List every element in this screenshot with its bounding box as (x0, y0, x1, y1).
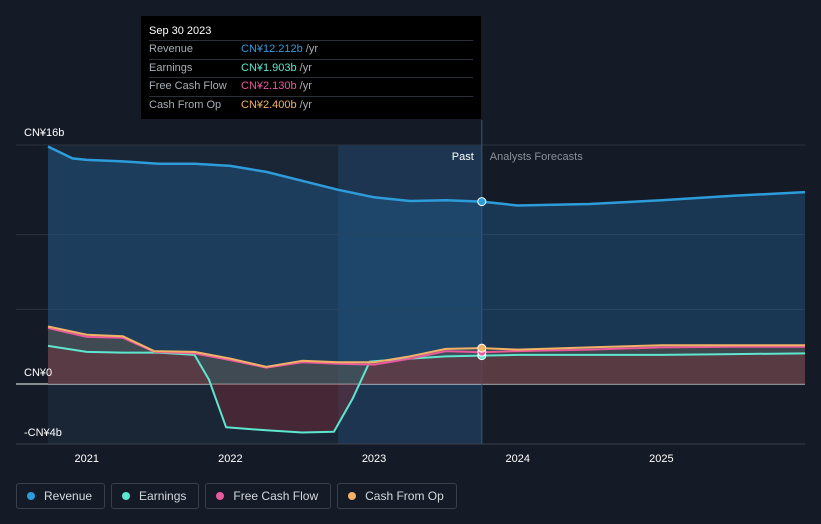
legend-dot-icon (122, 492, 131, 500)
tooltip-row-revenue: Revenue CN¥12.212b /yr (149, 40, 473, 59)
cash-from-op-line (47, 325, 805, 368)
y-tick-label-16b: CN¥16b (24, 127, 64, 139)
legend-dot-icon (27, 492, 35, 500)
tooltip-value: CN¥1.903b (241, 61, 297, 74)
chart-grid (16, 120, 805, 445)
tooltip-unit: /yr (299, 61, 312, 74)
past-section-label: Past (452, 151, 474, 163)
tooltip-unit: /yr (299, 98, 312, 111)
revenue-area (48, 146, 805, 384)
chart-background (48, 145, 482, 444)
tooltip-row-earnings: Earnings CN¥1.903b /yr (149, 58, 473, 78)
tooltip-label: Revenue (149, 43, 194, 55)
cash-from-op-marker (477, 343, 487, 353)
chart-markers (477, 197, 487, 361)
legend-item-revenue[interactable]: Revenue (16, 483, 106, 509)
y-tick-label-neg4b: -CN¥4b (24, 427, 62, 439)
revenue-line (47, 145, 806, 207)
earnings-area (48, 345, 805, 433)
data-tooltip: Sep 30 2023 Revenue CN¥12.212b /yr Earni… (141, 16, 481, 119)
legend-dot-icon (216, 492, 225, 500)
revenue-marker (477, 197, 487, 207)
legend-label: Earnings (139, 489, 187, 503)
legend-item-cash-from-op[interactable]: Cash From Op (337, 483, 457, 509)
tooltip-label: Cash From Op (149, 98, 222, 111)
tooltip-row-cash-from-op: Cash From Op CN¥2.400b /yr (149, 95, 473, 115)
legend-label: Revenue (44, 489, 93, 503)
legend-item-free-cash-flow[interactable]: Free Cash Flow (205, 483, 332, 509)
tooltip-date: Sep 30 2023 (149, 25, 212, 37)
chart-legend: Revenue Earnings Free Cash Flow Cash Fro… (16, 483, 457, 509)
tooltip-label: Free Cash Flow (149, 80, 227, 92)
forecast-section-label: Analysts Forecasts (490, 151, 583, 163)
legend-label: Cash From Op (365, 489, 444, 503)
legend-item-earnings[interactable]: Earnings (111, 483, 200, 509)
tooltip-value: CN¥2.130b (241, 80, 297, 92)
legend-label: Free Cash Flow (233, 489, 319, 503)
x-tick-label-2022: 2022 (218, 453, 242, 465)
chart-axes: CN¥16b CN¥0 -CN¥4b 2021 2022 2023 2024 2… (24, 127, 674, 465)
tooltip-value: CN¥12.212b (241, 43, 303, 55)
tooltip-row-free-cash-flow: Free Cash Flow CN¥2.130b /yr (149, 77, 473, 96)
y-tick-label-0: CN¥0 (24, 367, 52, 379)
tooltip-unit: /yr (299, 80, 312, 92)
tooltip-label: Earnings (149, 61, 193, 74)
x-tick-label-2024: 2024 (505, 453, 529, 465)
chart-lines (47, 145, 806, 434)
tooltip-value: CN¥2.400b (241, 98, 297, 111)
tooltip-unit: /yr (305, 43, 319, 55)
x-tick-label-2025: 2025 (649, 453, 673, 465)
legend-dot-icon (348, 492, 357, 500)
x-tick-label-2023: 2023 (362, 453, 386, 465)
x-tick-label-2021: 2021 (75, 453, 99, 465)
